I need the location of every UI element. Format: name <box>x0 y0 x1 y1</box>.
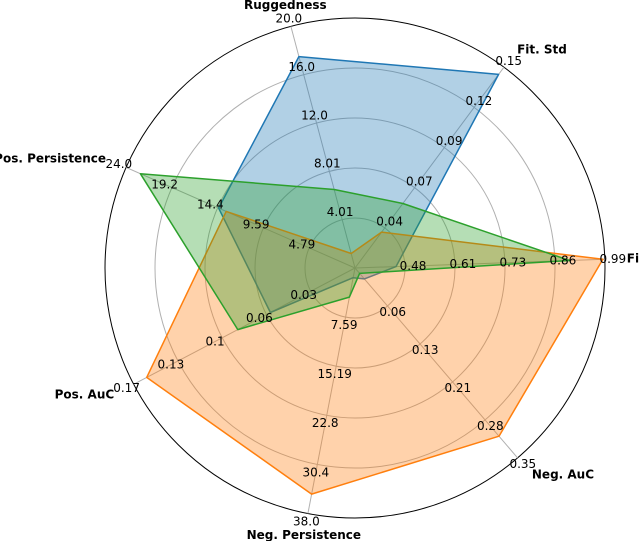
series-2-line <box>139 172 571 331</box>
tick-label: 0.61 <box>450 257 477 271</box>
tick-label: 0.99 <box>599 252 626 266</box>
axis-label: Ruggedness <box>244 0 327 12</box>
spoke-4 <box>133 267 356 385</box>
tick-label: 0.35 <box>509 457 536 471</box>
tick-label: 38.0 <box>293 514 320 528</box>
series-2-area <box>140 173 570 330</box>
axis-label: Neg. AuC <box>532 468 594 482</box>
tick-label: 7.59 <box>331 318 358 332</box>
tick-label: 0.17 <box>113 381 140 395</box>
tick-label: 0.06 <box>246 311 273 325</box>
tick-label: 0.09 <box>436 134 463 148</box>
series-1-line <box>145 210 604 495</box>
tick-label: 9.59 <box>243 218 270 232</box>
axis-label: Pos. AuC <box>55 388 115 402</box>
spoke-3 <box>125 166 356 269</box>
tick-label: 4.01 <box>327 205 354 219</box>
tick-label: 0.13 <box>158 358 185 372</box>
tick-label: 8.01 <box>314 157 341 171</box>
tick-label: 12.0 <box>301 108 328 122</box>
tick-label: 4.79 <box>289 238 316 252</box>
tick-label: 14.4 <box>197 198 224 212</box>
tick-label: 19.2 <box>151 177 178 191</box>
tick-label: 0.21 <box>444 381 471 395</box>
grid-circle-1 <box>304 217 406 319</box>
axis-label: Neg. Persistence <box>247 528 361 541</box>
axis-label: Fit. Avg. <box>627 252 639 266</box>
axis-label: Fit. Std <box>517 43 567 57</box>
tick-label: 0.12 <box>466 94 493 108</box>
spoke-1 <box>354 66 505 269</box>
spoke-5 <box>307 267 356 514</box>
tick-label: 0.06 <box>379 305 406 319</box>
spoke-6 <box>354 267 518 459</box>
tick-label: 0.1 <box>206 335 225 349</box>
tick-label: 0.04 <box>376 214 403 228</box>
radar-grid <box>104 17 606 519</box>
tick-label: 0.03 <box>290 288 317 302</box>
series-0-line <box>217 55 500 314</box>
series-1-area <box>146 211 603 495</box>
tick-label: 30.4 <box>302 465 329 479</box>
axis-label: Pos. Persistence <box>0 152 106 166</box>
tick-label: 22.8 <box>312 416 339 430</box>
tick-label: 15.19 <box>318 367 352 381</box>
tick-label: 0.48 <box>400 259 427 273</box>
tick-label: 0.07 <box>406 174 433 188</box>
tick-label: 24.0 <box>105 157 132 171</box>
tick-label: 0.73 <box>500 256 527 270</box>
grid-circle-3 <box>204 117 506 419</box>
tick-label: 20.0 <box>275 12 302 26</box>
grid-circle-4 <box>154 67 556 469</box>
tick-label: 0.13 <box>412 343 439 357</box>
tick-label: 16.0 <box>288 60 315 74</box>
radar-series <box>139 55 604 495</box>
series-0-area <box>218 56 499 313</box>
tick-label: 0.28 <box>477 419 504 433</box>
tick-label: 0.15 <box>495 54 522 68</box>
tick-label: 0.86 <box>550 254 577 268</box>
outer-circle <box>104 17 606 519</box>
spoke-2 <box>290 26 356 269</box>
